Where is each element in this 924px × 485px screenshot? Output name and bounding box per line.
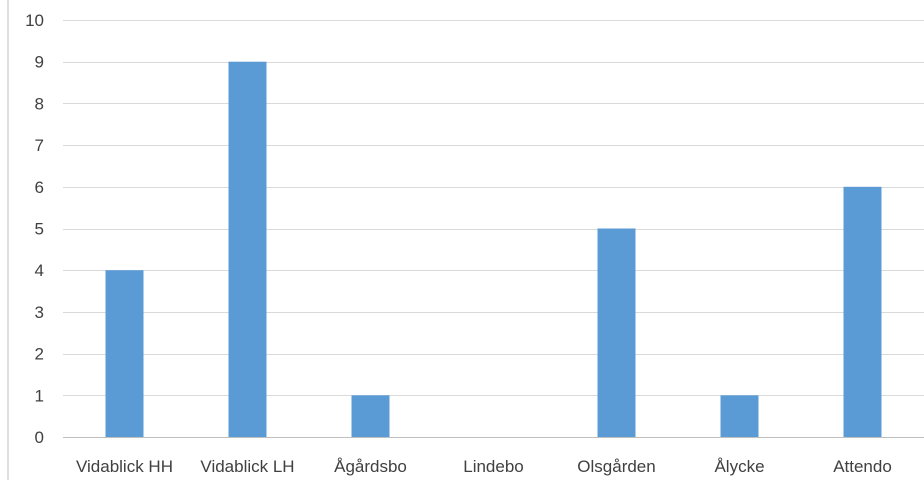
y-tick-label: 10 [25, 11, 44, 30]
x-tick-label: Olsgården [577, 457, 655, 476]
bars [105, 61, 882, 437]
x-tick-label: Vidablick HH [76, 457, 173, 476]
x-tick-label: Lindebo [463, 457, 524, 476]
bar-vidablick-lh [228, 61, 267, 437]
y-tick-label: 6 [35, 178, 44, 197]
y-tick-labels: 0 1 2 3 4 5 6 7 8 9 10 [25, 11, 44, 447]
y-tick-label: 8 [35, 94, 44, 113]
bar-attendo [843, 186, 882, 437]
axes [7, 0, 924, 480]
x-tick-label: Vidablick LH [200, 457, 294, 476]
y-tick-label: 0 [35, 428, 44, 447]
gridlines [63, 20, 924, 396]
x-tick-label: Attendo [833, 457, 892, 476]
bar-olsgården [597, 228, 636, 437]
bar-ågårdsbo [351, 395, 390, 437]
y-tick-label: 7 [35, 136, 44, 155]
y-tick-label: 9 [35, 53, 44, 72]
y-tick-label: 3 [35, 303, 44, 322]
y-tick-label: 5 [35, 220, 44, 239]
y-tick-label: 2 [35, 345, 44, 364]
x-tick-label: Ågårdsbo [334, 457, 407, 476]
bar-vidablick-hh [105, 270, 144, 437]
x-tick-labels: Vidablick HH Vidablick LH Ågårdsbo Lindebo O… [76, 457, 892, 476]
y-tick-label: 1 [35, 386, 44, 405]
bar-ålycke [720, 395, 759, 437]
x-tick-label: Ålycke [714, 457, 764, 476]
y-tick-label: 4 [35, 261, 44, 280]
